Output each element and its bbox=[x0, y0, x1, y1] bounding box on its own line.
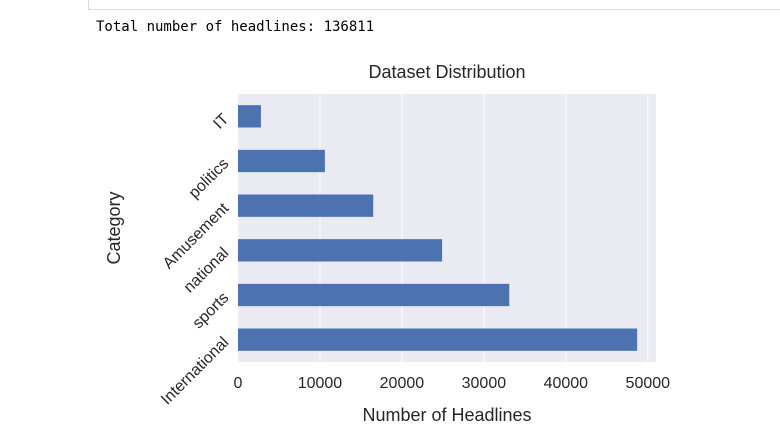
bar-politics bbox=[238, 149, 325, 173]
chart-title: Dataset Distribution bbox=[368, 62, 525, 82]
grid-lines bbox=[237, 94, 649, 362]
x-tick-label: 10000 bbox=[298, 375, 343, 392]
y-axis-label: Category bbox=[104, 191, 124, 264]
bar-national bbox=[238, 239, 443, 262]
y-tick-labels: InternationalsportsnationalAmusementpoli… bbox=[158, 111, 233, 409]
bar-international bbox=[238, 328, 638, 351]
y-tick-label: politics bbox=[186, 155, 233, 202]
y-tick-label: International bbox=[158, 334, 232, 408]
x-tick-label: 30000 bbox=[462, 375, 507, 392]
bar-it bbox=[238, 105, 261, 128]
bar-amusement bbox=[238, 194, 374, 217]
output-text: Total number of headlines: 136811 bbox=[96, 19, 375, 35]
bars bbox=[238, 105, 638, 351]
x-tick-label: 20000 bbox=[380, 375, 425, 392]
y-tick-label: sports bbox=[190, 289, 233, 332]
y-tick-label: IT bbox=[210, 111, 232, 133]
x-axis-label: Number of Headlines bbox=[362, 405, 531, 425]
x-tick-label: 50000 bbox=[626, 375, 671, 392]
x-tick-labels: 0 10000 20000 30000 40000 50000 bbox=[234, 375, 671, 392]
bar-sports bbox=[238, 283, 510, 307]
x-tick-label: 0 bbox=[234, 375, 243, 392]
plot-background bbox=[238, 94, 656, 362]
cell-border bbox=[88, 0, 780, 10]
x-tick-label: 40000 bbox=[544, 375, 589, 392]
